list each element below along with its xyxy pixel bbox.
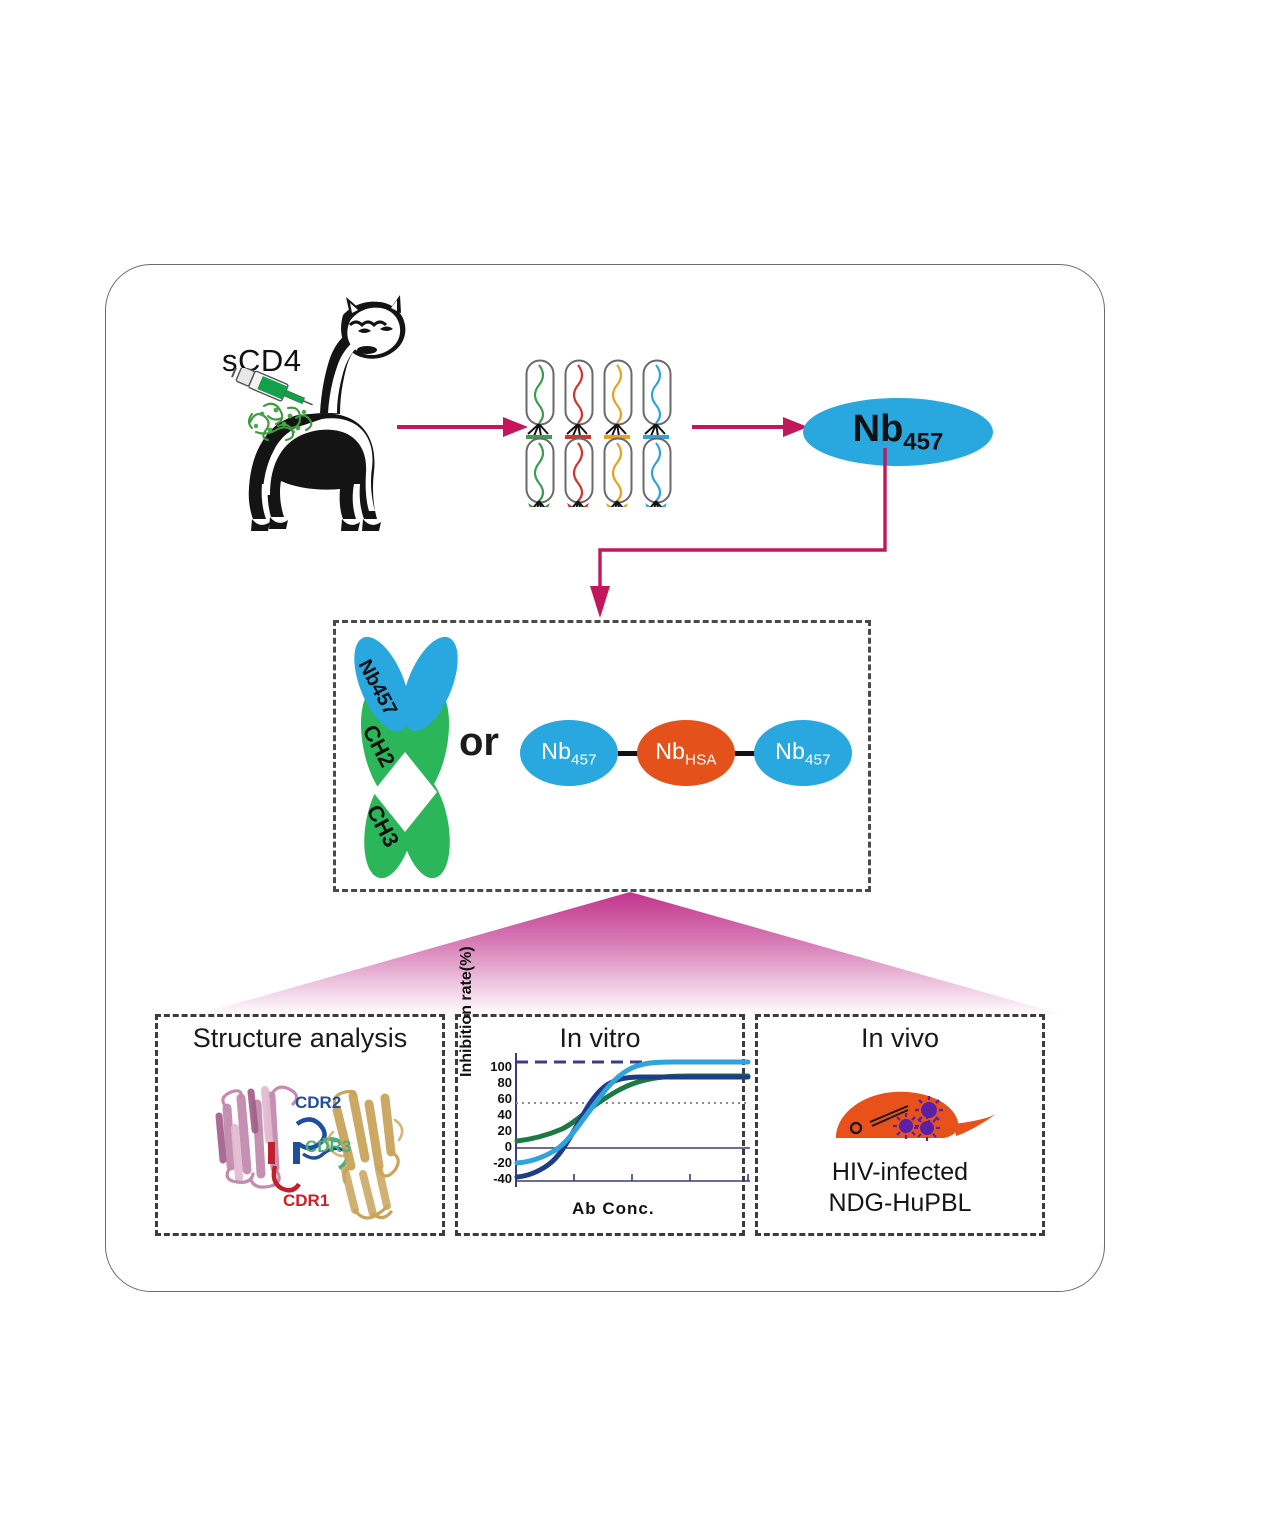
- in-vivo-caption-line1: HIV-infected: [831, 1158, 969, 1186]
- syringe-icon: [231, 368, 313, 406]
- chart-ytick: -40: [493, 1171, 512, 1186]
- trivalent-unit-left-label: Nb457: [541, 737, 597, 769]
- arrow-nanobody-to-constructs: [590, 448, 887, 618]
- fc-fusion-construct-icon: Nb457 CH2 CH3: [354, 636, 458, 878]
- trivalent-unit-right-label: Nb457: [775, 737, 831, 769]
- linker-right: [735, 751, 755, 756]
- arrow-immunization-to-library: [397, 417, 528, 437]
- chart-x-axis-label: Ab Conc.: [572, 1199, 655, 1218]
- alpaca-icon: [248, 295, 406, 531]
- protein-blob-icon: [247, 402, 313, 442]
- chart-ytick: 80: [497, 1075, 512, 1090]
- mouse-icon: [836, 1091, 996, 1141]
- or-label: or: [459, 720, 499, 764]
- antibody-structure-ribbon-icon: CDR1 CDR2 CDR3: [215, 1085, 404, 1220]
- chart-ytick: -20: [493, 1155, 512, 1170]
- virus-particles: [893, 1096, 943, 1141]
- chart-ytick: 20: [497, 1123, 512, 1138]
- panel-structure-analysis: [155, 1014, 445, 1236]
- chart-curve-green: [514, 1073, 751, 1144]
- svg-text:CDR1: CDR1: [283, 1191, 329, 1210]
- trivalent-unit-left: Nb457: [520, 720, 618, 786]
- svg-text:CDR2: CDR2: [295, 1093, 341, 1112]
- svg-text:CDR3: CDR3: [305, 1137, 351, 1156]
- panel-in-vitro-title: In vitro: [559, 1023, 641, 1053]
- chart-y-axis-label: Inhibition rate(%): [458, 946, 475, 1077]
- chart-ytick: 100: [490, 1059, 512, 1074]
- panel-in-vivo-title: In vivo: [860, 1023, 940, 1053]
- panel-in-vitro: [455, 1014, 745, 1236]
- linker-left: [618, 751, 638, 756]
- funnel-triangle: [192, 892, 1068, 1016]
- chart-curve-lightblue: [514, 1059, 751, 1166]
- in-vitro-chart: Inhibition rate(%) 100 80 60 40 20 0 -20…: [458, 946, 752, 1228]
- chart-ytick: 60: [497, 1091, 512, 1106]
- chart-plot-area: [514, 1053, 751, 1187]
- chart-curve-navy: [514, 1074, 751, 1180]
- trivalent-unit-right: Nb457: [754, 720, 852, 786]
- arrow-library-to-nanobody: [692, 417, 808, 437]
- constructs-dashed-box: [333, 620, 871, 892]
- trivalent-unit-middle-label: NbHSA: [655, 737, 717, 769]
- phage-library-icon: [525, 359, 672, 507]
- nanobody-nb457-ellipse: Nb457: [803, 398, 993, 466]
- trivalent-unit-middle: NbHSA: [637, 720, 735, 786]
- panel-structure-analysis-title: Structure analysis: [192, 1023, 408, 1053]
- chart-ytick: 0: [504, 1139, 512, 1154]
- nanobody-nb457-label: Nb457: [852, 407, 944, 456]
- trivalent-construct: Nb457 NbHSA Nb457: [520, 712, 852, 798]
- in-vivo-caption-line2: NDG-HuPBL: [828, 1189, 972, 1217]
- panel-in-vivo: [755, 1014, 1045, 1236]
- chart-ytick: 40: [497, 1107, 512, 1122]
